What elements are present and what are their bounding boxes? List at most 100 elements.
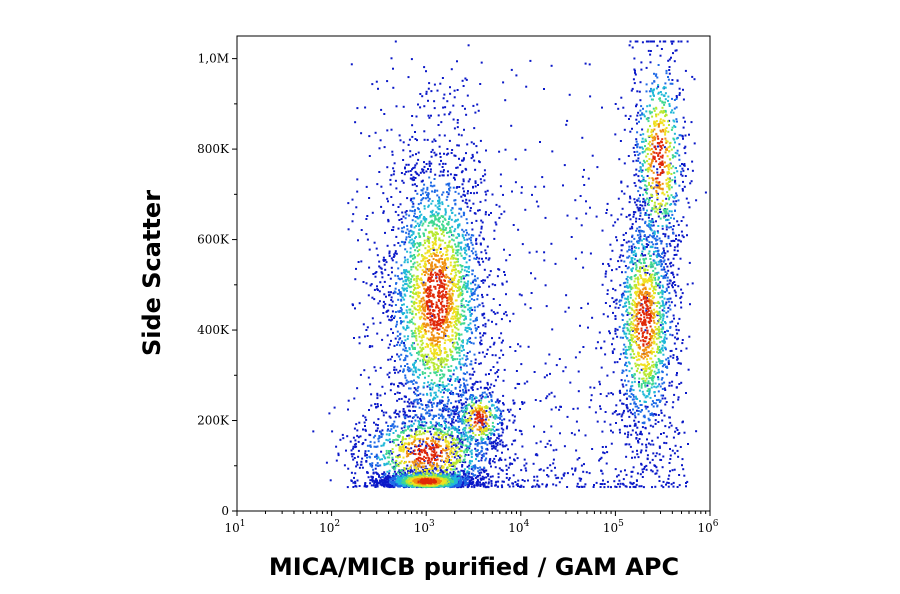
event-dot <box>383 146 386 149</box>
event-dot <box>535 200 538 203</box>
event-dot <box>554 474 557 477</box>
event-dot <box>614 468 617 471</box>
event-dot <box>513 402 516 405</box>
event-dot <box>488 478 491 481</box>
event-dot <box>668 426 671 429</box>
event-dot <box>462 230 465 233</box>
event-dot <box>440 401 443 404</box>
event-dot <box>672 239 675 242</box>
event-dot <box>453 154 456 157</box>
event-dot <box>461 79 464 82</box>
event-dot <box>591 316 594 319</box>
event-dot <box>554 406 557 409</box>
event-dot <box>457 399 460 402</box>
event-dot <box>676 245 679 248</box>
event-dot <box>635 217 638 220</box>
event-dot <box>639 99 642 102</box>
event-dot <box>386 129 389 132</box>
event-dot <box>606 315 609 318</box>
event-dot <box>573 433 576 436</box>
event-dot <box>390 316 393 319</box>
event-dot <box>674 181 676 184</box>
event-dot <box>637 456 640 459</box>
event-dot <box>461 105 464 107</box>
event-dot <box>632 211 635 213</box>
event-dot <box>490 383 493 386</box>
event-dot <box>490 482 493 485</box>
event-dot <box>636 40 639 43</box>
event-dot <box>666 276 669 279</box>
event-dot <box>420 194 422 196</box>
event-dot <box>620 299 623 302</box>
event-dot <box>672 401 675 404</box>
event-dot <box>381 285 384 288</box>
event-dot <box>648 222 651 225</box>
event-dot <box>437 124 440 126</box>
event-dot <box>474 358 477 361</box>
event-dot <box>441 389 444 391</box>
event-dot <box>620 249 623 252</box>
event-dot <box>450 152 453 154</box>
event-dot <box>465 113 468 116</box>
event-dot <box>638 90 641 93</box>
event-dot <box>671 380 674 383</box>
event-dot <box>405 414 408 417</box>
event-dot <box>504 273 506 276</box>
event-dot <box>661 295 664 298</box>
event-dot <box>506 425 509 428</box>
event-dot <box>628 245 631 248</box>
event-dot <box>498 400 501 403</box>
event-dot <box>521 403 524 405</box>
event-dot <box>678 87 681 90</box>
event-dot <box>407 170 410 173</box>
event-dot <box>354 485 357 487</box>
event-dot <box>563 472 566 475</box>
event-dot <box>377 405 379 408</box>
event-dot <box>475 287 478 290</box>
event-dot <box>494 466 497 469</box>
event-dot <box>659 240 662 242</box>
event-dot <box>664 98 667 101</box>
event-dot <box>641 204 644 207</box>
event-dot <box>657 215 660 218</box>
event-dot <box>621 207 624 210</box>
event-dot <box>478 472 481 474</box>
event-dot <box>379 481 382 484</box>
event-dot <box>463 378 465 381</box>
event-dot <box>514 387 517 390</box>
event-dot <box>636 227 639 230</box>
event-dot <box>403 426 406 429</box>
event-dot <box>468 328 471 330</box>
event-dot <box>479 386 482 389</box>
event-dot <box>433 138 436 141</box>
event-dot <box>624 469 626 472</box>
event-dot <box>648 241 651 244</box>
event-dot <box>518 429 521 432</box>
event-dot <box>399 309 402 312</box>
event-dot <box>403 342 405 344</box>
event-dot <box>392 256 395 258</box>
event-dot <box>414 189 417 192</box>
event-dot <box>650 221 653 224</box>
event-dot <box>626 406 629 409</box>
event-dot <box>479 380 482 383</box>
event-dot <box>360 132 363 135</box>
event-dot <box>373 366 376 369</box>
event-dot <box>547 475 550 478</box>
event-dot <box>645 446 648 449</box>
event-dot <box>394 477 397 480</box>
event-dot <box>419 398 422 400</box>
event-dot <box>481 454 484 457</box>
event-dot <box>405 473 408 476</box>
event-dot <box>501 486 504 489</box>
event-dot <box>608 330 611 333</box>
event-dot <box>403 243 406 246</box>
event-dot <box>520 294 523 297</box>
event-dot <box>427 87 430 90</box>
event-dot <box>630 260 632 263</box>
event-dot <box>469 394 472 396</box>
event-dot <box>508 410 511 413</box>
event-dot <box>429 184 432 187</box>
event-dot <box>684 134 687 137</box>
